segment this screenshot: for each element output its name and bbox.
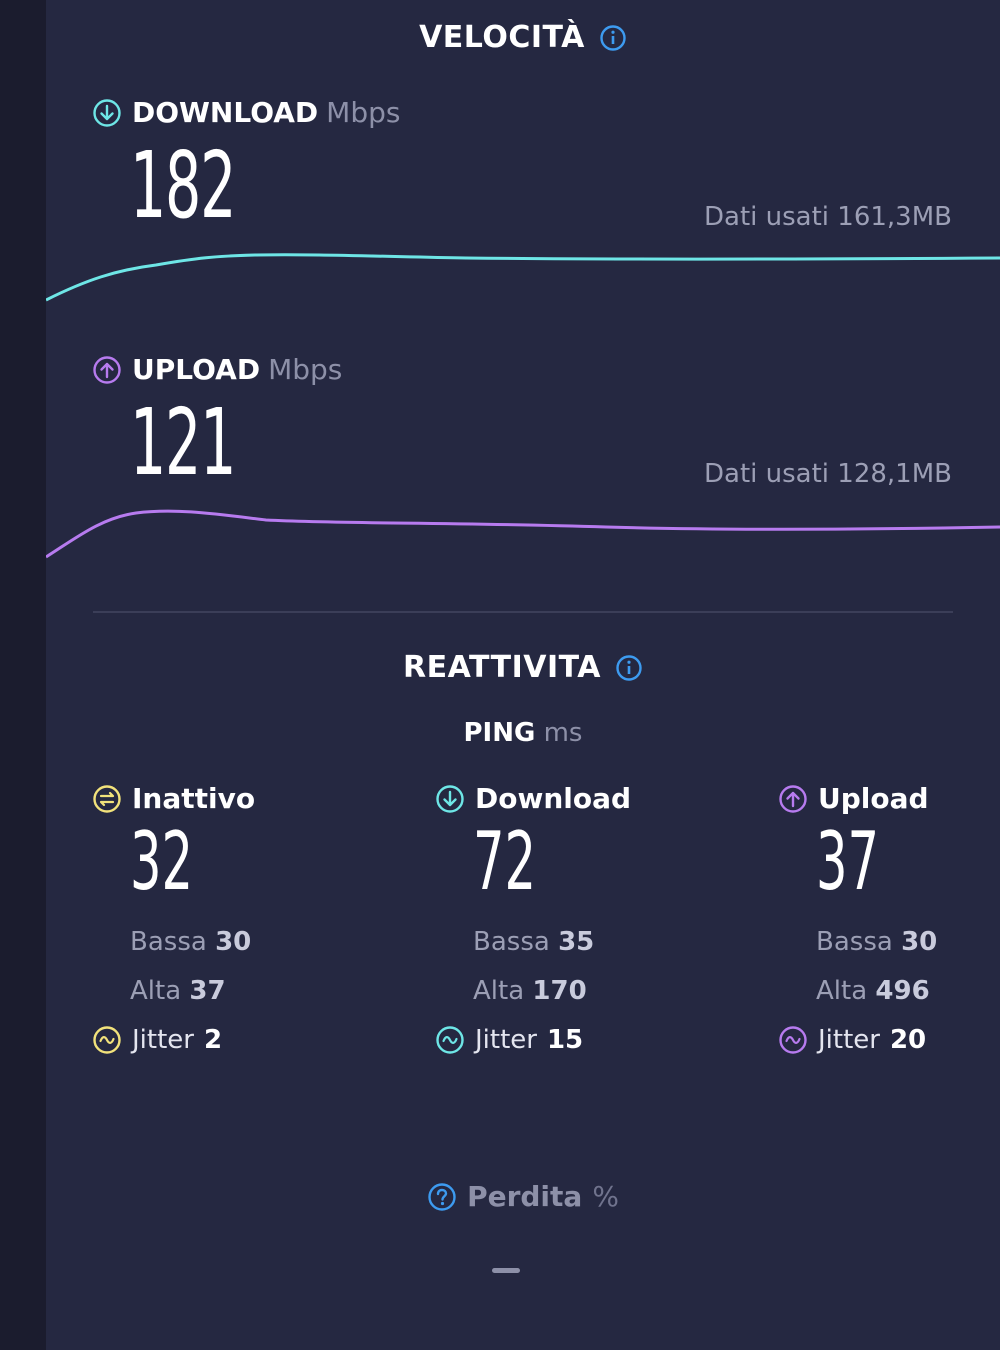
download-data-used: Dati usati 161,3MB — [704, 202, 952, 232]
ping-high-value: 496 — [875, 976, 930, 1006]
ping-high-value: 37 — [189, 976, 226, 1006]
responsiveness-section-title: REATTIVITA — [46, 650, 1000, 685]
jitter-wave-icon — [93, 1026, 121, 1054]
ping-high: Alta 170 — [473, 976, 587, 1006]
ping-column-idle: Inattivo 32 Bassa 30 Alta 37 Jitter 2 — [92, 782, 352, 1072]
arrow-down-circle-icon — [93, 98, 121, 127]
section-divider — [93, 611, 953, 613]
info-icon[interactable] — [599, 24, 627, 52]
upload-speed-graph — [46, 509, 1000, 559]
question-circle-icon[interactable] — [427, 1182, 457, 1212]
download-header: DOWNLOAD Mbps — [92, 96, 400, 129]
jitter-label: Jitter — [475, 1025, 537, 1055]
ping-low: Bassa 35 — [473, 927, 594, 957]
upload-label: UPLOAD — [132, 353, 261, 386]
jitter-value: 2 — [203, 1025, 223, 1055]
upload-unit: Mbps — [268, 353, 343, 386]
jitter-wave-icon — [436, 1026, 464, 1054]
ping-high-label: Alta — [473, 976, 525, 1006]
ping-column-label: Download — [475, 782, 632, 815]
jitter: Jitter 15 — [435, 1025, 583, 1055]
jitter-wave-icon — [779, 1026, 807, 1054]
upload-header: UPLOAD Mbps — [92, 353, 342, 386]
ping-high-value: 170 — [532, 976, 587, 1006]
download-label: DOWNLOAD — [132, 96, 319, 129]
idle-circle-icon — [93, 784, 121, 813]
ping-low-label: Bassa — [473, 927, 550, 957]
ping-column-download: Download 72 Bassa 35 Alta 170 Jitter 15 — [435, 782, 695, 1072]
ping-high-label: Alta — [816, 976, 868, 1006]
upload-value: 121 — [130, 389, 236, 496]
ping-high-label: Alta — [130, 976, 182, 1006]
packet-loss-label: Perdita — [467, 1180, 583, 1213]
ping-value: 32 — [130, 815, 194, 908]
packet-loss-header: Perdita % — [46, 1180, 1000, 1213]
ping-low: Bassa 30 — [816, 927, 937, 957]
packet-loss-value: — — [492, 1250, 520, 1280]
arrow-up-circle-icon — [779, 784, 807, 813]
ping-high: Alta 496 — [816, 976, 930, 1006]
ping-low-value: 30 — [901, 927, 938, 957]
jitter-value: 20 — [889, 1025, 927, 1055]
ping-label: PING — [463, 718, 536, 748]
jitter: Jitter 20 — [778, 1025, 926, 1055]
results-panel: VELOCITÀ DOWNLOAD Mbps 182 Dati usati 16… — [46, 0, 1000, 1350]
download-speed-graph — [46, 253, 1000, 302]
arrow-down-circle-icon — [436, 784, 464, 813]
packet-loss-value-placeholder — [492, 1268, 520, 1273]
ping-high: Alta 37 — [130, 976, 226, 1006]
ping-low-value: 30 — [215, 927, 252, 957]
ping-low-label: Bassa — [816, 927, 893, 957]
download-unit: Mbps — [326, 96, 401, 129]
ping-column-label: Upload — [818, 782, 929, 815]
responsiveness-title-text: REATTIVITA — [403, 650, 601, 685]
packet-loss-unit: % — [592, 1180, 619, 1213]
ping-column-label: Inattivo — [132, 782, 256, 815]
ping-low-value: 35 — [558, 927, 595, 957]
info-icon[interactable] — [615, 654, 643, 682]
jitter-value: 15 — [546, 1025, 584, 1055]
speed-title-text: VELOCITÀ — [419, 20, 585, 55]
ping-column-header: Inattivo — [92, 782, 255, 815]
ping-value: 37 — [816, 815, 880, 908]
speed-section-title: VELOCITÀ — [46, 20, 1000, 55]
ping-low-label: Bassa — [130, 927, 207, 957]
arrow-up-circle-icon — [93, 355, 121, 384]
ping-header: PING ms — [46, 718, 1000, 748]
download-value: 182 — [130, 132, 236, 239]
ping-unit: ms — [543, 718, 583, 748]
ping-column-header: Upload — [778, 782, 929, 815]
ping-column-upload: Upload 37 Bassa 30 Alta 496 Jitter 20 — [778, 782, 1000, 1072]
ping-column-header: Download — [435, 782, 631, 815]
jitter: Jitter 2 — [92, 1025, 222, 1055]
jitter-label: Jitter — [132, 1025, 194, 1055]
jitter-label: Jitter — [818, 1025, 880, 1055]
side-panel-edge — [0, 0, 46, 1350]
upload-data-used: Dati usati 128,1MB — [704, 459, 952, 489]
ping-low: Bassa 30 — [130, 927, 251, 957]
ping-value: 72 — [473, 815, 537, 908]
